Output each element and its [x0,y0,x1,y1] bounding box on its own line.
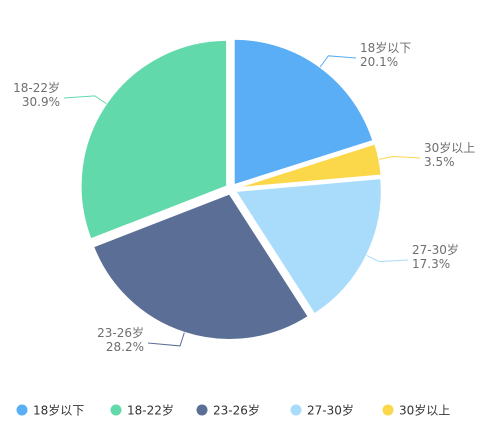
legend-swatch-4 [382,404,394,416]
legend-label-0: 18岁以下 [33,403,84,418]
callout-value-0: 20.1% [360,55,398,69]
legend-swatch-2 [196,404,208,416]
callout-name-3: 23-26岁 [97,325,144,340]
legend-swatch-0 [16,404,28,416]
callout-line-4 [63,95,107,105]
legend-item-4[interactable]: 30岁以上 [382,403,451,418]
legend-item-1[interactable]: 18-22岁 [110,403,174,418]
callout-line-1 [378,156,421,160]
callout-line-0 [319,55,357,68]
callout-line-3 [147,332,185,347]
callout-name-1: 30岁以上 [424,140,475,155]
callout-line-2 [366,254,409,263]
callout-value-3: 28.2% [106,340,144,354]
callout-name-0: 18岁以下 [360,40,411,55]
pie-slice-0[interactable] [233,38,374,186]
callout-value-4: 30.9% [22,95,60,109]
callout-value-2: 17.3% [412,257,450,271]
callout-name-4: 18-22岁 [13,80,60,95]
legend-label-4: 30岁以上 [399,403,450,418]
legend-item-2[interactable]: 23-26岁 [196,403,260,418]
legend-label-3: 27-30岁 [307,403,354,418]
legend-item-3[interactable]: 27-30岁 [290,403,354,418]
legend-swatch-3 [290,404,302,416]
legend-item-0[interactable]: 18岁以下 [16,403,85,418]
legend-label-2: 23-26岁 [213,403,260,418]
pie-slice-1[interactable] [235,143,383,189]
legend-swatch-1 [110,404,122,416]
callout-value-1: 3.5% [424,155,455,169]
callout-name-2: 27-30岁 [412,242,459,257]
pie-slice-3[interactable] [92,193,310,341]
legend-label-1: 18-22岁 [127,403,174,418]
pie-slice-4[interactable] [80,39,228,240]
